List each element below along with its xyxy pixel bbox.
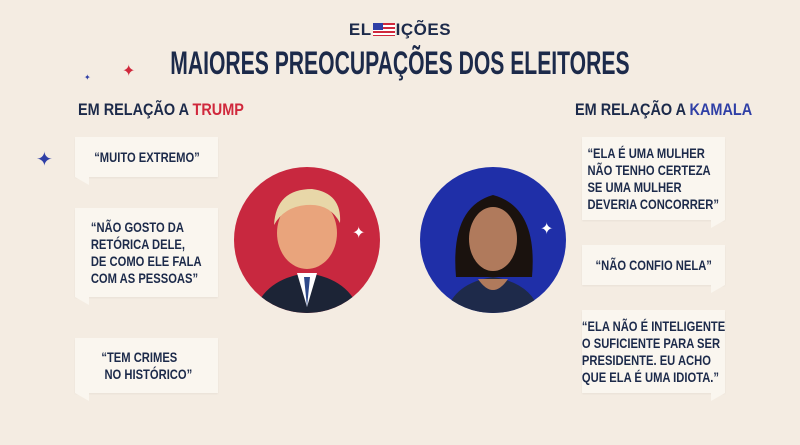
sparkle-icon: ✦: [36, 149, 53, 171]
quote-bubble: “MUITO EXTREMO”: [75, 137, 218, 185]
person-silhouette-icon: [446, 195, 540, 313]
sparkle-icon: ✦: [540, 221, 554, 238]
quote-bubble: “ELA NÃO É INTELIGENTE O SUFICIENTE PARA…: [582, 310, 725, 401]
elections-logo: EL IÇÕES: [348, 20, 452, 39]
person-silhouette-icon: [254, 189, 360, 313]
page-title: MAIORES PREOCUPAÇÕES DOS ELEITORES: [170, 45, 630, 81]
sparkle-icon: ✦: [122, 63, 136, 80]
quote-bubble: “NÃO CONFIO NELA”: [582, 245, 725, 293]
quote-bubble: “ELA É UMA MULHER NÃO TENHO CERTEZA SE U…: [582, 137, 725, 228]
trump-portrait: [234, 167, 380, 313]
sparkle-icon: ✦: [84, 73, 91, 82]
kamala-heading: EM RELAÇÃO A KAMALA: [575, 100, 753, 119]
trump-heading: EM RELAÇÃO A TRUMP: [78, 100, 244, 119]
flag-icon: [372, 23, 395, 36]
quote-bubble: “NÃO GOSTO DA RETÓRICA DELE, DE COMO ELE…: [75, 208, 218, 305]
kamala-portrait: [420, 167, 566, 313]
sparkle-icon: ✦: [352, 225, 366, 242]
quote-bubble: “TEM CRIMES NO HISTÓRICO”: [75, 338, 218, 401]
title-container: MAIORES PREOCUPAÇÕES DOS ELEITORES: [0, 46, 800, 80]
